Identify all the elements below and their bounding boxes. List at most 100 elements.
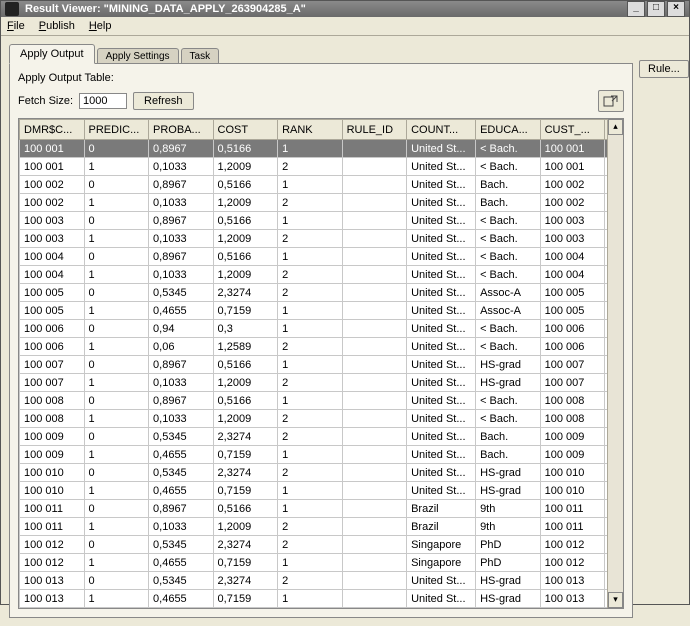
tab-task[interactable]: Task (181, 48, 220, 64)
table-row[interactable]: 100 00710,10331,20092United St...HS-grad… (20, 374, 623, 392)
vertical-scrollbar[interactable]: ▴ ▾ (607, 119, 623, 608)
table-cell (342, 554, 407, 572)
fetch-size-input[interactable] (79, 93, 127, 109)
table-row[interactable]: 100 00400,89670,51661United St...< Bach.… (20, 248, 623, 266)
table-cell (342, 392, 407, 410)
close-button[interactable]: × (667, 1, 685, 17)
table-row[interactable]: 100 00700,89670,51661United St...HS-grad… (20, 356, 623, 374)
table-cell: 0 (84, 248, 149, 266)
refresh-button[interactable]: Refresh (133, 92, 194, 110)
table-cell: 0,8967 (149, 392, 214, 410)
scroll-down-icon[interactable]: ▾ (608, 592, 623, 608)
table-cell (342, 428, 407, 446)
tab-apply-settings[interactable]: Apply Settings (97, 48, 179, 64)
table-cell: 0,8967 (149, 248, 214, 266)
column-header[interactable]: RANK (278, 120, 343, 140)
column-header[interactable]: PREDIC... (84, 120, 149, 140)
table-cell: United St... (407, 176, 476, 194)
table-cell: 1,2589 (213, 338, 278, 356)
table-cell: < Bach. (476, 320, 541, 338)
table-cell: 1 (278, 482, 343, 500)
app-icon (5, 2, 19, 16)
panel-label: Apply Output Table: (18, 72, 624, 84)
table-cell: 0,5345 (149, 284, 214, 302)
table-cell: 0 (84, 284, 149, 302)
table-row[interactable]: 100 00510,46550,71591United St...Assoc-A… (20, 302, 623, 320)
menu-help[interactable]: Help (89, 20, 112, 32)
window-title: Result Viewer: "MINING_DATA_APPLY_263904… (25, 3, 306, 15)
table-row[interactable]: 100 00310,10331,20092United St...< Bach.… (20, 230, 623, 248)
table-row[interactable]: 100 00600,940,31United St...< Bach.100 0… (20, 320, 623, 338)
minimize-button[interactable]: _ (627, 1, 645, 17)
table-cell: 100 001 (20, 158, 85, 176)
rule-button[interactable]: Rule... (639, 60, 689, 78)
table-row[interactable]: 100 01210,46550,71591SingaporePhD100 012 (20, 554, 623, 572)
table-row[interactable]: 100 00210,10331,20092United St...Bach.10… (20, 194, 623, 212)
table-cell: 2 (278, 266, 343, 284)
scroll-up-icon[interactable]: ▴ (608, 119, 623, 135)
table-cell: 100 012 (540, 536, 605, 554)
table-row[interactable]: 100 00800,89670,51661United St...< Bach.… (20, 392, 623, 410)
table-cell: 1 (84, 338, 149, 356)
table-row[interactable]: 100 01200,53452,32742SingaporePhD100 012 (20, 536, 623, 554)
table-cell (342, 356, 407, 374)
table-cell: Bach. (476, 446, 541, 464)
table-row[interactable]: 100 01110,10331,20092Brazil9th100 011 (20, 518, 623, 536)
table-cell: 2,3274 (213, 464, 278, 482)
table-cell: 1 (84, 554, 149, 572)
table-row[interactable]: 100 00300,89670,51661United St...< Bach.… (20, 212, 623, 230)
column-header[interactable]: DMR$C... (20, 120, 85, 140)
table-cell: 100 012 (540, 554, 605, 572)
table-row[interactable]: 100 00200,89670,51661United St...Bach.10… (20, 176, 623, 194)
table-cell: 0,7159 (213, 554, 278, 572)
table-row[interactable]: 100 01000,53452,32742United St...HS-grad… (20, 464, 623, 482)
table-cell: < Bach. (476, 158, 541, 176)
scroll-track[interactable] (608, 135, 623, 592)
table-row[interactable]: 100 01010,46550,71591United St...HS-grad… (20, 482, 623, 500)
table-cell: < Bach. (476, 392, 541, 410)
table-cell: 0,8967 (149, 140, 214, 158)
export-icon-button[interactable] (598, 90, 624, 112)
table-cell: 1 (278, 392, 343, 410)
menu-file[interactable]: File (7, 20, 25, 32)
table-cell: 2,3274 (213, 284, 278, 302)
table-cell: 0,8967 (149, 356, 214, 374)
table-cell: 100 012 (20, 536, 85, 554)
table-cell: 100 002 (20, 194, 85, 212)
table-cell: HS-grad (476, 464, 541, 482)
table-row[interactable]: 100 00610,061,25892United St...< Bach.10… (20, 338, 623, 356)
table-row[interactable]: 100 00110,10331,20092United St...< Bach.… (20, 158, 623, 176)
column-header[interactable]: RULE_ID (342, 120, 407, 140)
table-row[interactable]: 100 01300,53452,32742United St...HS-grad… (20, 572, 623, 590)
table-cell: 100 006 (540, 320, 605, 338)
table-cell: 0 (84, 428, 149, 446)
tab-apply-output[interactable]: Apply Output (9, 44, 95, 64)
table-cell: Assoc-A (476, 284, 541, 302)
table-row[interactable]: 100 01100,89670,51661Brazil9th100 011 (20, 500, 623, 518)
table-row[interactable]: 100 00410,10331,20092United St...< Bach.… (20, 266, 623, 284)
table-cell (342, 158, 407, 176)
column-header[interactable]: PROBA... (149, 120, 214, 140)
table-row[interactable]: 100 00100,89670,51661United St...< Bach.… (20, 140, 623, 158)
table-row[interactable]: 100 00910,46550,71591United St...Bach.10… (20, 446, 623, 464)
maximize-button[interactable]: □ (647, 1, 665, 17)
table-row[interactable]: 100 00900,53452,32742United St...Bach.10… (20, 428, 623, 446)
table-cell: 2 (278, 572, 343, 590)
menu-publish[interactable]: Publish (39, 20, 75, 32)
table-cell: 0,7159 (213, 482, 278, 500)
column-header[interactable]: EDUCA... (476, 120, 541, 140)
table-cell: < Bach. (476, 140, 541, 158)
column-header[interactable]: COST (213, 120, 278, 140)
column-header[interactable]: CUST_... (540, 120, 605, 140)
column-header[interactable]: COUNT... (407, 120, 476, 140)
table-cell: 100 013 (540, 572, 605, 590)
table-cell: HS-grad (476, 572, 541, 590)
fetch-row: Fetch Size: Refresh (18, 90, 624, 112)
table-row[interactable]: 100 00500,53452,32742United St...Assoc-A… (20, 284, 623, 302)
table-cell: 0,5345 (149, 464, 214, 482)
table-cell: Bach. (476, 176, 541, 194)
table-cell: 100 005 (20, 284, 85, 302)
table-cell (342, 248, 407, 266)
table-cell: 2 (278, 518, 343, 536)
table-row[interactable]: 100 00810,10331,20092United St...< Bach.… (20, 410, 623, 428)
